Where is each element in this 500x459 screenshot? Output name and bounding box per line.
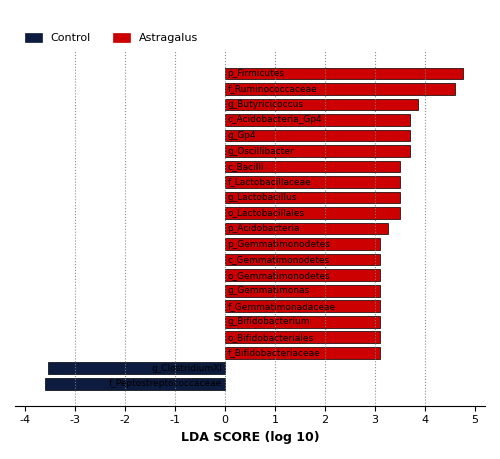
Bar bbox=[225, 207, 400, 219]
Bar bbox=[225, 285, 380, 297]
Bar bbox=[225, 130, 410, 141]
Text: c_Bacilli: c_Bacilli bbox=[228, 162, 264, 171]
Text: g_Lactobacillus: g_Lactobacillus bbox=[228, 193, 297, 202]
Bar bbox=[225, 67, 462, 79]
Text: g_Butyricicoccus: g_Butyricicoccus bbox=[228, 100, 304, 109]
Text: g_Oscillibacter: g_Oscillibacter bbox=[228, 146, 294, 156]
Text: g_Bifidobacterium: g_Bifidobacterium bbox=[228, 317, 310, 326]
Bar bbox=[225, 300, 380, 312]
Bar bbox=[225, 99, 418, 110]
Text: g_Gemmatimonas: g_Gemmatimonas bbox=[228, 286, 310, 295]
Bar bbox=[225, 192, 400, 203]
Bar bbox=[225, 223, 388, 235]
Legend: Control, Astragalus: Control, Astragalus bbox=[20, 29, 203, 48]
Bar bbox=[225, 161, 400, 172]
Bar bbox=[225, 331, 380, 343]
Text: o_Lactobacillales: o_Lactobacillales bbox=[228, 208, 304, 218]
Bar bbox=[48, 363, 225, 374]
Text: p_Acidobacteria: p_Acidobacteria bbox=[228, 224, 300, 233]
Text: p_Firmicutes: p_Firmicutes bbox=[228, 69, 284, 78]
Bar bbox=[225, 176, 400, 188]
Text: f_Peptostreptococcaceae: f_Peptostreptococcaceae bbox=[110, 379, 222, 388]
Bar bbox=[225, 269, 380, 281]
Text: c_Gemmatimonodetes: c_Gemmatimonodetes bbox=[228, 255, 330, 264]
Text: g_ClostridiumXI: g_ClostridiumXI bbox=[152, 364, 222, 373]
X-axis label: LDA SCORE (log 10): LDA SCORE (log 10) bbox=[180, 431, 320, 444]
Bar bbox=[225, 347, 380, 358]
Text: c_Acidobacteria_Gp4: c_Acidobacteria_Gp4 bbox=[228, 116, 322, 124]
Text: f_Lactobacillaceae: f_Lactobacillaceae bbox=[228, 178, 311, 186]
Text: g_Gp4: g_Gp4 bbox=[228, 131, 256, 140]
Bar bbox=[225, 316, 380, 328]
Text: o_Bifidobacteriales: o_Bifidobacteriales bbox=[228, 333, 314, 342]
Text: o_Gemmatimonodetes: o_Gemmatimonodetes bbox=[228, 271, 330, 280]
Bar bbox=[225, 83, 455, 95]
Bar bbox=[45, 378, 225, 390]
Text: f_Ruminococcaceae: f_Ruminococcaceae bbox=[228, 84, 318, 94]
Text: f_Bifidobacteriaceae: f_Bifidobacteriaceae bbox=[228, 348, 320, 357]
Bar bbox=[225, 145, 410, 157]
Bar bbox=[225, 114, 410, 126]
Bar bbox=[225, 254, 380, 265]
Bar bbox=[225, 238, 380, 250]
Text: f_Gemmatimonadaceae: f_Gemmatimonadaceae bbox=[228, 302, 336, 311]
Text: p_Gemmatimonodetes: p_Gemmatimonodetes bbox=[228, 240, 330, 249]
